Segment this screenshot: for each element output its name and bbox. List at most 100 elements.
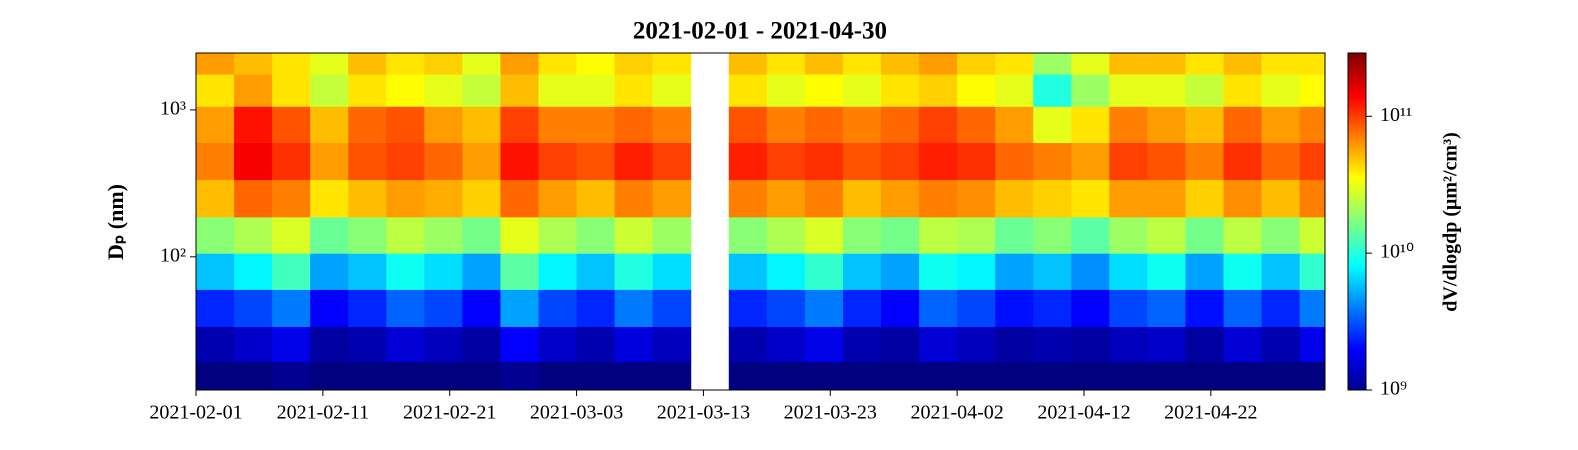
- heatmap-cell: [1299, 74, 1326, 107]
- heatmap-cell: [500, 74, 540, 107]
- plot-frame: [195, 52, 1326, 391]
- heatmap-cell: [842, 74, 882, 107]
- heatmap-cell: [881, 74, 920, 107]
- heatmap-cell: [1299, 53, 1326, 75]
- heatmap-cell: [728, 179, 768, 218]
- heatmap-cell: [1299, 142, 1326, 181]
- heatmap-cell: [1147, 253, 1186, 290]
- heatmap-cell: [766, 361, 806, 391]
- heatmap-cell: [348, 179, 387, 218]
- heatmap-cell: [919, 142, 958, 181]
- heatmap-cell: [614, 216, 654, 254]
- heatmap-cell: [310, 253, 349, 290]
- heatmap-cell: [424, 361, 463, 391]
- heatmap-cell: [1299, 361, 1326, 391]
- heatmap-cell: [919, 179, 958, 218]
- heatmap-cell: [500, 216, 540, 254]
- heatmap-cell: [348, 361, 387, 391]
- heatmap-cell: [728, 106, 768, 144]
- heatmap-cell: [196, 53, 235, 75]
- heatmap-cell: [234, 74, 273, 107]
- heatmap-cell: [728, 253, 768, 290]
- heatmap-cell: [957, 361, 996, 391]
- heatmap-cell: [1033, 53, 1072, 75]
- heatmap-cell: [652, 53, 692, 75]
- heatmap-cell: [538, 106, 578, 144]
- heatmap-cell: [1261, 326, 1301, 363]
- x-tick-label: 2021-03-23: [784, 402, 877, 424]
- heatmap-cell: [1071, 289, 1110, 328]
- heatmap-cell: [842, 106, 882, 144]
- heatmap-cell: [995, 142, 1034, 181]
- heatmap-cell: [196, 216, 235, 254]
- heatmap-cell: [386, 53, 425, 75]
- heatmap-cell: [995, 216, 1034, 254]
- heatmap-cell: [1223, 106, 1263, 144]
- x-tick-label: 2021-04-12: [1037, 402, 1130, 424]
- colorbar-tick-label: 10⁹: [1380, 378, 1407, 400]
- heatmap-cell: [462, 216, 501, 254]
- heatmap-cell: [196, 179, 235, 218]
- heatmap-cell: [1071, 361, 1110, 391]
- heatmap-cell: [538, 53, 578, 75]
- heatmap-cell: [462, 142, 501, 181]
- x-tick-label: 2021-02-01: [149, 402, 242, 424]
- heatmap-cell: [1147, 326, 1186, 363]
- heatmap-cell: [1147, 142, 1186, 181]
- heatmap-cell: [1109, 142, 1148, 181]
- heatmap-cell: [272, 74, 311, 107]
- heatmap-cell: [424, 106, 463, 144]
- y-axis-label: Dₚ (nm): [103, 184, 128, 260]
- heatmap-cell: [538, 326, 578, 363]
- heatmap-cell: [881, 253, 920, 290]
- heatmap-cell: [1147, 216, 1186, 254]
- heatmap-cell: [804, 142, 844, 181]
- x-tick-label: 2021-03-03: [530, 402, 623, 424]
- y-tick-label: 10³: [160, 98, 186, 120]
- heatmap-cell: [1185, 53, 1225, 75]
- heatmap-cell: [1185, 74, 1225, 107]
- heatmap-cell: [196, 289, 235, 328]
- heatmap-cell: [995, 53, 1034, 75]
- heatmap-cell: [766, 253, 806, 290]
- heatmap-cell: [424, 179, 463, 218]
- heatmap-cell: [1299, 106, 1326, 144]
- heatmap-cell: [1033, 361, 1072, 391]
- heatmap-cell: [728, 216, 768, 254]
- heatmap-cell: [386, 253, 425, 290]
- heatmap-cell: [1223, 361, 1263, 391]
- heatmap-cell: [234, 361, 273, 391]
- x-tick-label: 2021-04-02: [910, 402, 1003, 424]
- heatmap-cell: [576, 74, 616, 107]
- heatmap-cell: [272, 106, 311, 144]
- heatmap-cell: [310, 106, 349, 144]
- heatmap-cell: [1109, 361, 1148, 391]
- heatmap-cell: [1033, 142, 1072, 181]
- heatmap-cell: [234, 53, 273, 75]
- heatmap-cell: [957, 53, 996, 75]
- heatmap-cell: [881, 53, 920, 75]
- heatmap-cell: [1071, 74, 1110, 107]
- heatmap-cell: [424, 74, 463, 107]
- heatmap-cell: [652, 142, 692, 181]
- heatmap-cell: [728, 142, 768, 181]
- heatmap-cell: [995, 253, 1034, 290]
- heatmap-cell: [234, 179, 273, 218]
- heatmap-cell: [538, 216, 578, 254]
- heatmap-cell: [1223, 53, 1263, 75]
- heatmap-cell: [919, 361, 958, 391]
- heatmap-cell: [614, 289, 654, 328]
- heatmap-cell: [196, 361, 235, 391]
- heatmap-cell: [500, 326, 540, 363]
- heatmap-cell: [919, 53, 958, 75]
- heatmap-cell: [1299, 179, 1326, 218]
- heatmap-cell: [804, 216, 844, 254]
- heatmap-cell: [766, 53, 806, 75]
- heatmap-cell: [881, 106, 920, 144]
- heatmap-cell: [1261, 179, 1301, 218]
- heatmap-cell: [348, 74, 387, 107]
- heatmap-cell: [766, 142, 806, 181]
- heatmap-cell: [1185, 106, 1225, 144]
- heatmap-cell: [348, 289, 387, 328]
